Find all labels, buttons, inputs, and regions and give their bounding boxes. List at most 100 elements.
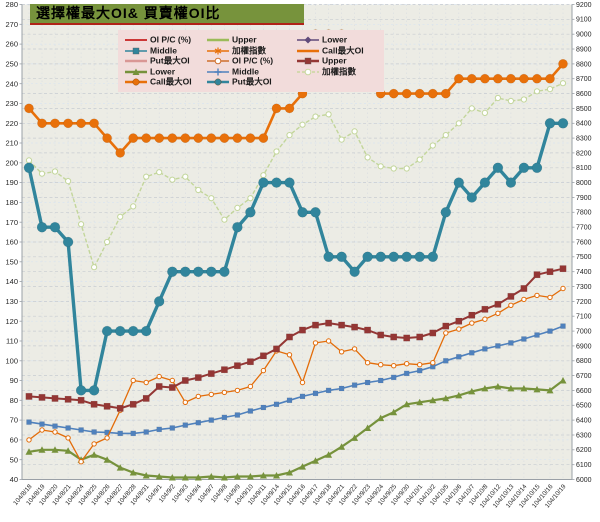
legend-item: OI P/C (%)	[124, 35, 206, 46]
svg-text:8200: 8200	[576, 150, 592, 157]
legend-item-label: Call最大OI	[322, 45, 364, 56]
svg-text:7900: 7900	[576, 195, 592, 202]
svg-text:140: 140	[5, 277, 18, 286]
svg-text:9000: 9000	[576, 32, 592, 39]
svg-text:60: 60	[10, 436, 18, 445]
svg-text:6800: 6800	[576, 358, 592, 365]
svg-text:250: 250	[5, 60, 18, 69]
svg-text:7500: 7500	[576, 254, 592, 261]
svg-text:200: 200	[5, 158, 18, 167]
legend-item-label: 加權指數	[322, 66, 357, 77]
svg-text:7000: 7000	[576, 329, 592, 336]
svg-text:7600: 7600	[576, 239, 592, 246]
svg-text:100: 100	[5, 356, 18, 365]
svg-text:7200: 7200	[576, 299, 592, 306]
x-axis-labels: 104/8/18104/8/19104/8/20104/8/21104/8/24…	[12, 483, 568, 510]
legend-item-label: OI P/C (%)	[232, 56, 274, 66]
series-put_max_oi	[23, 118, 569, 396]
svg-text:6500: 6500	[576, 403, 592, 410]
svg-text:8600: 8600	[576, 91, 592, 98]
svg-text:6900: 6900	[576, 343, 592, 350]
legend-marker-icon	[207, 38, 229, 42]
legend-marker-icon	[297, 49, 319, 53]
legend-item: Lower	[296, 35, 378, 46]
svg-text:150: 150	[5, 257, 18, 266]
svg-text:270: 270	[5, 20, 18, 29]
legend-item-label: Put最大OI	[150, 56, 190, 66]
svg-text:40: 40	[10, 475, 18, 484]
legend-item-label: Call最大OI	[150, 77, 192, 87]
series-lower	[25, 377, 567, 481]
legend-item-label: Middle	[232, 66, 259, 77]
legend-marker-icon	[207, 57, 229, 65]
chart-legend: OI P/C (%) Upper Lower Middle 加權指數 Call最大OI Pu…	[118, 30, 384, 92]
legend-item: Put最大OI	[124, 56, 206, 67]
left-axis-labels: 40 50 60 70 80 90 100 110 120 130 140 150 160 170 180 1…	[5, 0, 22, 484]
svg-text:110: 110	[6, 337, 18, 346]
legend-marker-icon	[125, 59, 147, 63]
svg-text:6000: 6000	[576, 477, 592, 484]
svg-text:8700: 8700	[576, 76, 592, 83]
legend-marker-icon	[207, 68, 229, 76]
legend-marker-icon	[125, 68, 147, 75]
svg-text:230: 230	[5, 99, 18, 108]
svg-text:6300: 6300	[576, 432, 592, 439]
legend-marker-icon	[125, 47, 147, 54]
chart-title: 選擇權最大OI& 買賣權OI比	[30, 4, 304, 25]
svg-text:80: 80	[10, 396, 18, 405]
legend-item: Upper	[296, 56, 378, 67]
svg-text:240: 240	[5, 79, 18, 88]
svg-text:6700: 6700	[576, 373, 592, 380]
legend-item: 加權指數	[296, 67, 378, 78]
svg-text:90: 90	[10, 376, 18, 385]
legend-item: 加權指數	[206, 46, 296, 57]
svg-text:8300: 8300	[576, 136, 592, 143]
legend-item: Call最大OI	[296, 46, 378, 57]
svg-text:6400: 6400	[576, 418, 592, 425]
legend-item: Middle	[124, 46, 206, 57]
svg-text:130: 130	[5, 297, 18, 306]
legend-marker-icon	[297, 68, 319, 76]
svg-text:7300: 7300	[576, 284, 592, 291]
legend-marker-icon	[125, 78, 147, 86]
legend-item: Call最大OI	[124, 77, 206, 88]
legend-marker-icon	[125, 39, 147, 41]
svg-text:8000: 8000	[576, 180, 592, 187]
svg-text:220: 220	[5, 119, 18, 128]
svg-text:6100: 6100	[576, 462, 592, 469]
right-axis-labels: 6000 6100 6200 6300 6400 6500 6600 6700 6800 6900…	[572, 2, 592, 484]
legend-item-label: Put最大OI	[232, 77, 272, 87]
svg-text:8500: 8500	[576, 106, 592, 113]
svg-text:210: 210	[5, 139, 18, 148]
svg-text:6600: 6600	[576, 388, 592, 395]
legend-marker-icon	[297, 58, 319, 65]
svg-text:190: 190	[5, 178, 18, 187]
svg-text:8800: 8800	[576, 61, 592, 68]
svg-text:70: 70	[10, 416, 18, 425]
legend-marker-icon	[207, 47, 229, 55]
legend-item: Upper	[206, 35, 296, 46]
svg-text:260: 260	[5, 40, 18, 49]
svg-text:160: 160	[5, 238, 18, 247]
series-middle	[26, 323, 566, 437]
svg-text:7400: 7400	[576, 269, 592, 276]
svg-text:7100: 7100	[576, 314, 592, 321]
legend-item: Lower	[124, 67, 206, 78]
series-upper	[25, 265, 567, 412]
legend-item: OI P/C (%)	[206, 56, 296, 67]
svg-text:8100: 8100	[576, 165, 592, 172]
svg-text:120: 120	[5, 317, 18, 326]
svg-text:7700: 7700	[576, 225, 592, 232]
svg-text:8900: 8900	[576, 46, 592, 53]
legend-item-label: Lower	[322, 35, 348, 45]
legend-item: Middle	[206, 67, 296, 78]
svg-text:50: 50	[10, 455, 18, 464]
legend-marker-icon	[207, 78, 229, 86]
legend-marker-icon	[297, 36, 319, 44]
svg-text:8400: 8400	[576, 121, 592, 128]
legend-item-label: 加權指數	[232, 45, 267, 56]
legend-item-label: Lower	[150, 66, 176, 77]
svg-text:170: 170	[5, 218, 18, 227]
legend-item-label: Upper	[322, 56, 347, 66]
